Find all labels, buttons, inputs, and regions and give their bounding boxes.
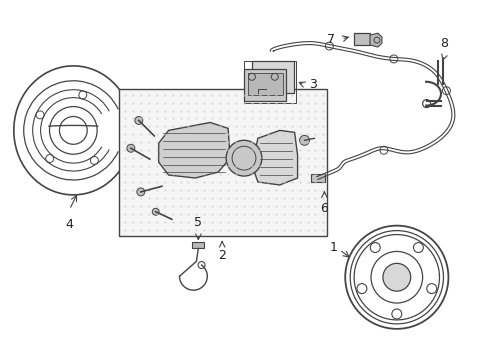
Text: 2: 2 [218,249,226,262]
Circle shape [299,135,310,145]
Circle shape [127,144,135,152]
Circle shape [137,188,145,196]
Text: 7: 7 [327,33,335,46]
Polygon shape [159,122,230,178]
Text: 6: 6 [320,202,328,215]
Circle shape [383,264,411,291]
Circle shape [226,140,262,176]
Text: 1: 1 [329,241,337,254]
Text: 4: 4 [66,218,74,231]
Text: 5: 5 [195,216,202,229]
Bar [312,174,325,182]
Bar [119,89,327,235]
Polygon shape [252,130,297,185]
Bar [252,61,294,93]
Text: 3: 3 [310,78,318,91]
Bar [244,61,295,103]
Bar [244,69,286,100]
Text: 8: 8 [441,37,448,50]
Bar [354,33,370,45]
Circle shape [135,117,143,125]
Circle shape [152,208,159,215]
Bar [193,242,204,248]
Bar [248,73,283,95]
Polygon shape [370,33,382,47]
